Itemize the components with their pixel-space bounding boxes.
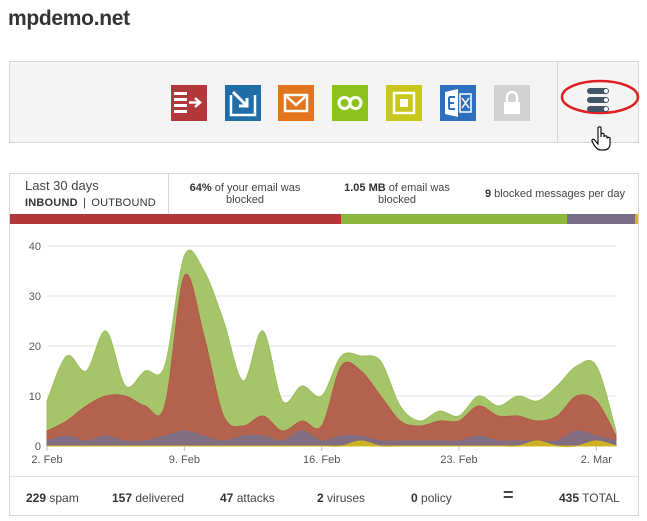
summary-bar-attacks: [567, 214, 635, 224]
series-area-1: [46, 273, 617, 447]
delivered-count: 157: [112, 491, 133, 505]
stats-header: Last 30 days INBOUND | OUTBOUND 64% of y…: [10, 174, 638, 214]
site-title: mpdemo.net: [8, 7, 130, 30]
policy-label: policy: [421, 491, 452, 505]
period-selector: Last 30 days INBOUND | OUTBOUND: [10, 174, 169, 214]
equals-sign: =: [503, 485, 514, 505]
blocked-percent-text2: blocked: [226, 194, 264, 206]
mail-icon[interactable]: [278, 85, 314, 121]
delivered-total: 157 delivered: [112, 491, 184, 505]
viruses-total: 2 viruses: [317, 491, 365, 505]
viruses-label: viruses: [327, 491, 366, 505]
total-count: 435: [559, 491, 580, 505]
spam-total: 229 spam: [26, 491, 79, 505]
blocked-percent-text: of your email was: [214, 182, 301, 194]
y-tick-label: 0: [35, 441, 41, 453]
spam-label: spam: [49, 491, 79, 505]
y-tick-label: 30: [29, 291, 41, 303]
blocked-size-text2: blocked: [378, 194, 416, 206]
outbound-tab[interactable]: OUTBOUND: [91, 197, 156, 209]
blocked-size-stat: 1.05 MB of email was blocked: [332, 182, 462, 206]
blocked-per-day-text: blocked messages per day: [494, 188, 626, 200]
inbound-icon[interactable]: [171, 85, 207, 121]
y-tick-label: 10: [29, 391, 41, 403]
summary-bar-viruses: [635, 214, 638, 224]
attacks-total: 47 attacks: [220, 491, 275, 505]
policy-total: 0 policy: [411, 491, 452, 505]
x-tick-label: 9. Feb: [169, 454, 200, 466]
x-tick-label: 16. Feb: [303, 454, 340, 466]
exchange-icon[interactable]: [440, 85, 476, 121]
blocked-per-day-stat: 9 blocked messages per day: [472, 188, 638, 200]
summary-color-bar: [10, 214, 638, 224]
service-toolbar: [9, 61, 640, 151]
blocked-per-day-value: 9: [484, 188, 492, 200]
viruses-count: 2: [317, 491, 324, 505]
series-area-3: [47, 440, 617, 448]
email-stats-panel: Last 30 days INBOUND | OUTBOUND 64% of y…: [9, 173, 639, 516]
x-tick-label: 2. Mar: [581, 454, 613, 466]
archive-icon[interactable]: [386, 85, 422, 121]
delivered-label: delivered: [135, 491, 185, 505]
continuity-icon[interactable]: [332, 85, 368, 121]
direction-toggle: INBOUND | OUTBOUND: [25, 197, 168, 209]
attacks-count: 47: [220, 491, 234, 505]
grand-total: 435 TOTAL: [559, 491, 620, 505]
highlight-ellipse: [560, 79, 640, 115]
blocked-size-text: of email was: [388, 182, 450, 194]
email-traffic-chart: 0 10 20 30 40 2. Feb 9. Feb 16. Feb 23. Feb 2. Ma…: [29, 241, 617, 466]
direction-separator: |: [83, 197, 87, 209]
policy-count: 0: [411, 491, 418, 505]
totals-footer: 229 spam 157 delivered 47 attacks 2 viru…: [10, 476, 638, 516]
blocked-percent-stat: 64% of your email was blocked: [180, 182, 310, 206]
stacked-bars-menu-icon[interactable]: [576, 85, 622, 115]
outbound-icon[interactable]: [225, 85, 261, 121]
hand-cursor-icon: [591, 126, 611, 151]
blocked-percent-value: 64%: [189, 182, 212, 194]
inbound-tab[interactable]: INBOUND: [25, 197, 78, 209]
y-tick-label: 20: [29, 341, 41, 353]
y-tick-label: 40: [29, 241, 41, 253]
attacks-label: attacks: [236, 491, 275, 505]
spam-count: 229: [26, 491, 47, 505]
x-tick-label: 23. Feb: [440, 454, 477, 466]
series-area-2: [46, 430, 617, 447]
summary-bar-delivered: [341, 214, 567, 224]
period-label[interactable]: Last 30 days: [25, 178, 99, 193]
x-tick-label: 2. Feb: [31, 454, 62, 466]
toolbar-divider: [557, 62, 558, 142]
total-label: TOTAL: [582, 491, 620, 505]
encryption-lock-icon[interactable]: [494, 85, 530, 121]
blocked-size-value: 1.05 MB: [344, 182, 386, 194]
summary-bar-spam: [10, 214, 341, 224]
